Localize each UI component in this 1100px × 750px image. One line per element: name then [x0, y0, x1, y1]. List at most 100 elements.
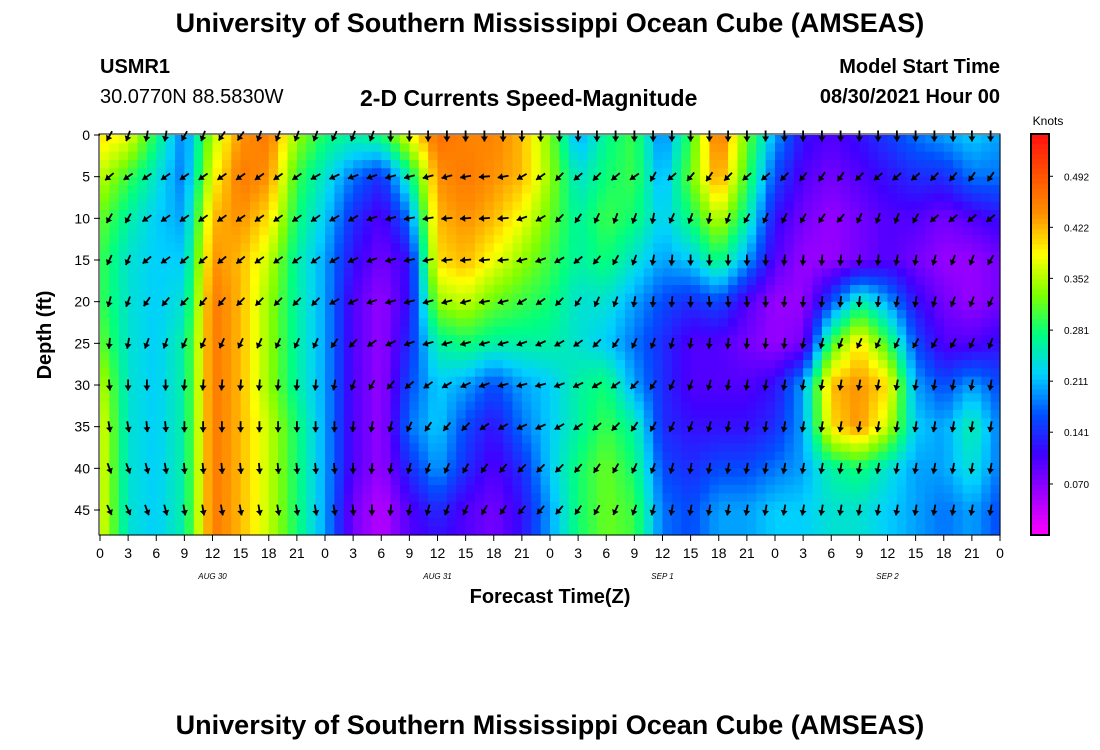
heatmap-cell: [128, 343, 139, 353]
heatmap-cell: [381, 326, 392, 336]
heatmap-cell: [521, 285, 532, 294]
heatmap-cell: [521, 160, 532, 169]
heatmap-cell: [559, 410, 570, 419]
heatmap-cell: [493, 135, 504, 144]
heatmap-cell: [512, 460, 523, 469]
current-arrow: [855, 130, 863, 142]
heatmap-cell: [512, 518, 523, 528]
heatmap-cell: [184, 310, 195, 319]
heatmap-cell: [371, 260, 382, 269]
heatmap-cell: [118, 510, 129, 519]
heatmap-cell: [353, 251, 364, 261]
heatmap-cell: [268, 151, 279, 161]
heatmap-cell: [212, 226, 223, 236]
heatmap-cell: [868, 176, 879, 186]
heatmap-cell: [175, 168, 185, 178]
heatmap-cell: [606, 360, 617, 369]
heatmap-cell: [821, 393, 832, 403]
current-arrow: [723, 172, 733, 182]
heatmap-cell: [409, 460, 420, 469]
heatmap-cell: [859, 226, 870, 236]
heatmap-cell: [662, 243, 673, 253]
heatmap-cell: [512, 451, 523, 461]
heatmap-cell: [418, 335, 429, 344]
heatmap-cell: [156, 201, 167, 211]
heatmap-cell: [784, 268, 795, 278]
heatmap-cell: [212, 360, 223, 369]
heatmap-cell: [943, 276, 954, 286]
heatmap-cell: [709, 160, 720, 169]
heatmap-cell: [793, 193, 804, 203]
heatmap-cell: [493, 351, 504, 361]
heatmap-cell: [596, 510, 607, 519]
heatmap-cell: [896, 343, 907, 353]
heatmap-cell: [653, 435, 664, 444]
heatmap-cell: [653, 401, 664, 411]
heatmap-cell: [437, 501, 448, 511]
heatmap-cell: [981, 168, 992, 178]
heatmap-cell: [868, 335, 879, 344]
heatmap-cell: [962, 193, 973, 203]
heatmap-cell: [550, 251, 560, 261]
heatmap-cell: [428, 160, 439, 169]
heatmap-cell: [803, 368, 814, 378]
heatmap-cell: [109, 326, 120, 336]
heatmap-cell: [671, 310, 682, 319]
heatmap-cell: [868, 393, 879, 403]
heatmap-cell: [906, 418, 917, 428]
heatmap-cell: [193, 218, 204, 228]
heatmap-cell: [343, 318, 354, 328]
heatmap-cell: [437, 201, 448, 211]
heatmap-cell: [840, 418, 851, 428]
heatmap-cell: [784, 235, 795, 244]
heatmap-cell: [896, 460, 907, 469]
heatmap-cell: [203, 435, 214, 444]
heatmap-cell: [240, 493, 251, 503]
heatmap-cell: [550, 385, 560, 394]
heatmap-cell: [521, 201, 532, 211]
heatmap-cell: [221, 351, 232, 361]
heatmap-cell: [662, 176, 673, 186]
heatmap-cell: [146, 335, 157, 344]
heatmap-cell: [925, 318, 935, 328]
heatmap-cell: [353, 418, 364, 428]
heatmap-cell: [296, 193, 307, 203]
heatmap-cell: [231, 310, 242, 319]
heatmap-cell: [887, 260, 898, 269]
heatmap-cell: [362, 526, 373, 536]
heatmap-cell: [971, 310, 982, 319]
heatmap-cell: [896, 501, 907, 511]
heatmap-cell: [568, 526, 579, 536]
heatmap-cell: [315, 301, 326, 311]
heatmap-cell: [203, 218, 214, 228]
arrow-head: [254, 174, 261, 180]
heatmap-cell: [756, 418, 767, 428]
arrow-head: [687, 136, 695, 142]
heatmap-cell: [484, 435, 495, 444]
heatmap-cell: [428, 151, 439, 161]
heatmap-cell: [371, 210, 382, 219]
heatmap-cell: [100, 168, 110, 178]
heatmap-cell: [850, 193, 860, 203]
heatmap-cell: [437, 185, 448, 194]
current-arrow: [986, 171, 995, 182]
heatmap-cell: [109, 210, 120, 219]
heatmap-cell: [137, 376, 148, 386]
heatmap-cell: [165, 176, 176, 186]
heatmap-cell: [943, 518, 954, 528]
heatmap-cell: [878, 293, 889, 303]
heatmap-cell: [765, 268, 776, 278]
heatmap-cell: [765, 510, 776, 519]
heatmap-cell: [306, 460, 317, 469]
heatmap-cell: [184, 501, 195, 511]
heatmap-cell: [446, 518, 457, 528]
heatmap-cell: [915, 360, 926, 369]
heatmap-cell: [343, 260, 354, 269]
heatmap-cell: [540, 426, 551, 436]
heatmap-cell: [128, 268, 139, 278]
heatmap-cell: [400, 185, 410, 194]
heatmap-cell: [756, 476, 767, 486]
heatmap-cell: [362, 318, 373, 328]
heatmap-cell: [850, 201, 860, 211]
heatmap-cell: [821, 460, 832, 469]
